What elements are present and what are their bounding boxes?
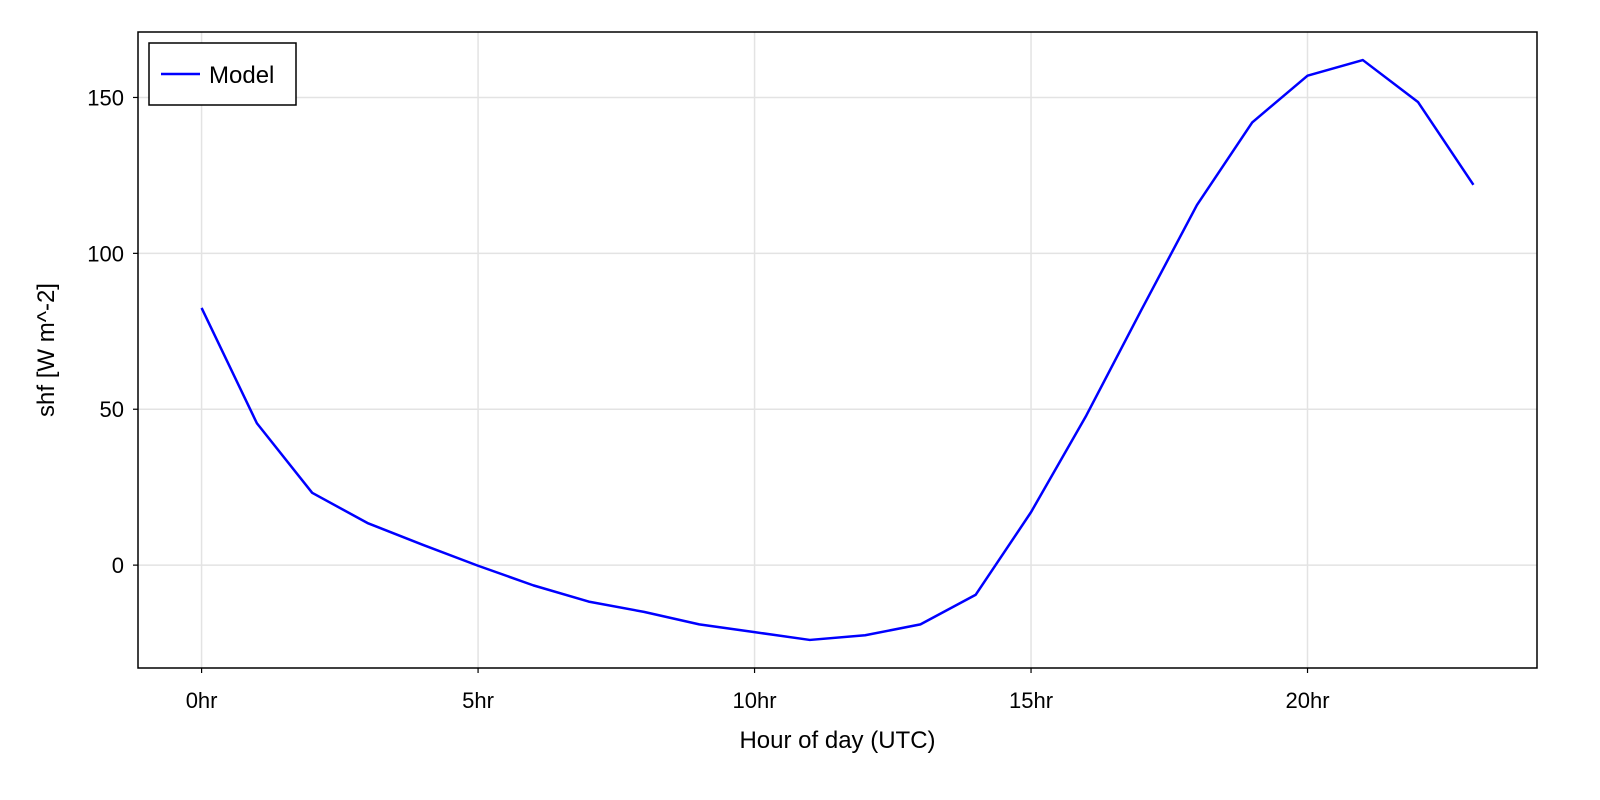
x-axis-label: Hour of day (UTC) xyxy=(739,727,935,754)
axis-ticks: 0hr 5hr 10hr 15hr 20hr 0 50 100 150 xyxy=(87,85,1329,713)
y-tick-label: 0 xyxy=(112,553,124,578)
grid xyxy=(138,32,1537,668)
plot-frame xyxy=(137,31,1538,669)
series-line-model xyxy=(200,58,1475,642)
legend-label-model: Model xyxy=(209,62,274,89)
x-tick-label: 20hr xyxy=(1285,688,1329,713)
x-tick-label: 10hr xyxy=(733,688,777,713)
y-axis-label: shf [W m^-2] xyxy=(33,283,60,417)
series-layer xyxy=(200,58,1475,642)
x-tick-label: 0hr xyxy=(186,688,218,713)
y-tick-label: 100 xyxy=(87,241,124,266)
x-tick-label: 5hr xyxy=(462,688,494,713)
legend: Model xyxy=(148,42,297,106)
y-tick-label: 50 xyxy=(100,397,124,422)
x-tick-label: 15hr xyxy=(1009,688,1053,713)
y-tick-label: 150 xyxy=(87,85,124,110)
